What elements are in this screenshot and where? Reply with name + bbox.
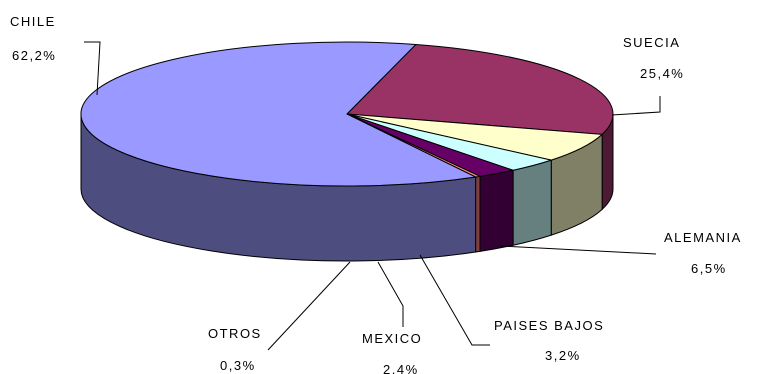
slice-value-otros: 0,3%	[220, 358, 256, 373]
leader-line-chile	[84, 42, 100, 95]
leader-line-otros	[268, 262, 350, 350]
slice-value-alemania: 6,5%	[691, 261, 727, 276]
slice-label-paises-bajos: PAISES BAJOS	[494, 318, 604, 333]
slice-label-mexico: MEXICO	[362, 331, 422, 346]
slice-value-suecia: 25,4%	[640, 66, 684, 81]
leader-line-alemania	[500, 246, 656, 254]
slice-label-chile: CHILE	[10, 14, 56, 29]
slice-side-otros	[476, 176, 480, 252]
slice-value-mexico: 2,4%	[383, 362, 419, 374]
slice-value-chile: 62,2%	[12, 48, 56, 63]
slice-side-mexico	[480, 170, 513, 251]
slice-label-suecia: SUECIA	[623, 35, 680, 50]
slice-value-paises-bajos: 3,2%	[545, 348, 581, 363]
leader-line-paises-bajos	[420, 255, 490, 345]
slice-side-paises-bajos	[513, 160, 551, 245]
slice-label-alemania: ALEMANIA	[664, 230, 742, 245]
leader-line-suecia	[612, 96, 660, 115]
slice-label-otros: OTROS	[208, 326, 262, 341]
pie-tops	[81, 42, 613, 186]
leader-line-mexico	[378, 262, 403, 327]
